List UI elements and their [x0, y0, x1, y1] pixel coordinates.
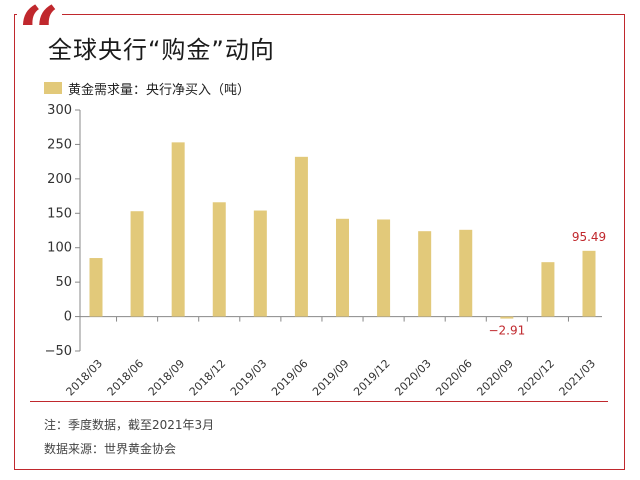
- y-tick-label: −50: [45, 344, 72, 359]
- divider: [30, 401, 608, 402]
- left-double-quote-icon: “: [17, 0, 63, 69]
- bar-2020-03: [418, 231, 432, 317]
- x-tick-label: 2020/03: [392, 357, 434, 399]
- x-tick-label: 2020/12: [516, 357, 558, 399]
- bar-2020-12: [541, 262, 555, 317]
- bar-2019-06: [294, 156, 308, 317]
- bar-2020-09: [500, 316, 514, 319]
- y-tick-label: 150: [47, 206, 72, 221]
- data-label: −2.91: [488, 324, 525, 338]
- y-tick-label: 0: [64, 310, 72, 325]
- x-tick-label: 2021/03: [557, 357, 599, 399]
- x-tick-label: 2018/06: [105, 357, 147, 399]
- bar-2018-06: [130, 211, 144, 317]
- y-tick-label: 200: [47, 172, 72, 187]
- legend: 黄金需求量：央行净买入（吨）: [44, 79, 251, 98]
- bar-2019-03: [253, 210, 267, 317]
- x-tick-label: 2019/06: [269, 357, 311, 399]
- bar-2020-06: [459, 229, 473, 317]
- legend-swatch: [44, 82, 62, 94]
- data-label: 95.49: [572, 230, 606, 244]
- y-tick-label: 300: [47, 103, 72, 118]
- x-tick-label: 2018/03: [64, 357, 106, 399]
- bar-2021-03: [582, 250, 596, 317]
- x-tick-label: 2019/03: [228, 357, 270, 399]
- y-tick-label: 50: [55, 275, 72, 290]
- x-tick-label: 2019/09: [310, 357, 352, 399]
- x-tick-label: 2018/12: [187, 357, 229, 399]
- bar-2018-03: [89, 258, 103, 317]
- x-tick-label: 2020/09: [474, 357, 516, 399]
- legend-label: 黄金需求量：央行净买入（吨）: [68, 82, 251, 98]
- footnote: 注：季度数据，截至2021年3月: [44, 418, 215, 432]
- chart-frame: “: [14, 0, 625, 470]
- bar-2019-09: [336, 218, 349, 317]
- y-tick-label: 250: [47, 137, 72, 152]
- x-tick-label: 2020/06: [433, 357, 475, 399]
- x-tick-label: 2018/09: [146, 357, 188, 399]
- bar-2019-12: [377, 219, 391, 317]
- bar-2018-09: [171, 142, 185, 317]
- bar-2018-12: [212, 202, 226, 317]
- y-tick-label: 100: [47, 241, 72, 256]
- chart-title: 全球央行“购金”动向: [48, 36, 275, 64]
- x-tick-label: 2019/12: [351, 357, 393, 399]
- source-note: 数据来源：世界黄金协会: [44, 442, 177, 456]
